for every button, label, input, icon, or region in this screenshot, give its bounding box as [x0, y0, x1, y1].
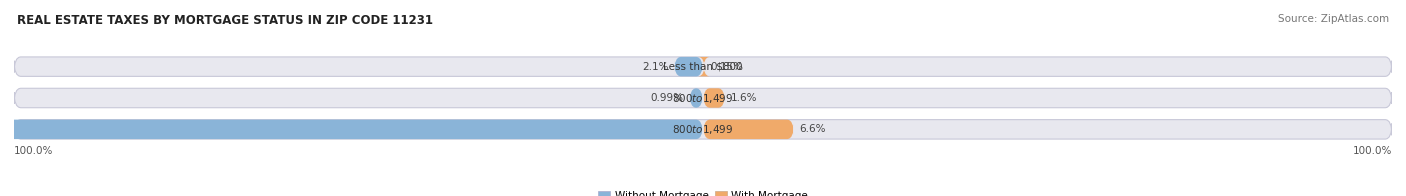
Text: 100.0%: 100.0%: [14, 146, 53, 156]
FancyBboxPatch shape: [0, 120, 703, 139]
Text: 1.6%: 1.6%: [731, 93, 756, 103]
Text: $800 to $1,499: $800 to $1,499: [672, 123, 734, 136]
FancyBboxPatch shape: [14, 88, 1392, 108]
FancyBboxPatch shape: [689, 88, 703, 108]
Text: $800 to $1,499: $800 to $1,499: [672, 92, 734, 104]
Text: Source: ZipAtlas.com: Source: ZipAtlas.com: [1278, 14, 1389, 24]
Legend: Without Mortgage, With Mortgage: Without Mortgage, With Mortgage: [593, 186, 813, 196]
FancyBboxPatch shape: [673, 57, 703, 76]
Text: REAL ESTATE TAXES BY MORTGAGE STATUS IN ZIP CODE 11231: REAL ESTATE TAXES BY MORTGAGE STATUS IN …: [17, 14, 433, 27]
FancyBboxPatch shape: [699, 57, 710, 76]
FancyBboxPatch shape: [14, 120, 1392, 139]
Text: Less than $800: Less than $800: [664, 62, 742, 72]
FancyBboxPatch shape: [703, 88, 725, 108]
FancyBboxPatch shape: [703, 120, 794, 139]
Text: 2.1%: 2.1%: [643, 62, 669, 72]
Text: 100.0%: 100.0%: [1353, 146, 1392, 156]
FancyBboxPatch shape: [14, 57, 1392, 76]
Text: 0.15%: 0.15%: [710, 62, 744, 72]
Text: 0.99%: 0.99%: [651, 93, 683, 103]
Text: 6.6%: 6.6%: [800, 124, 825, 134]
